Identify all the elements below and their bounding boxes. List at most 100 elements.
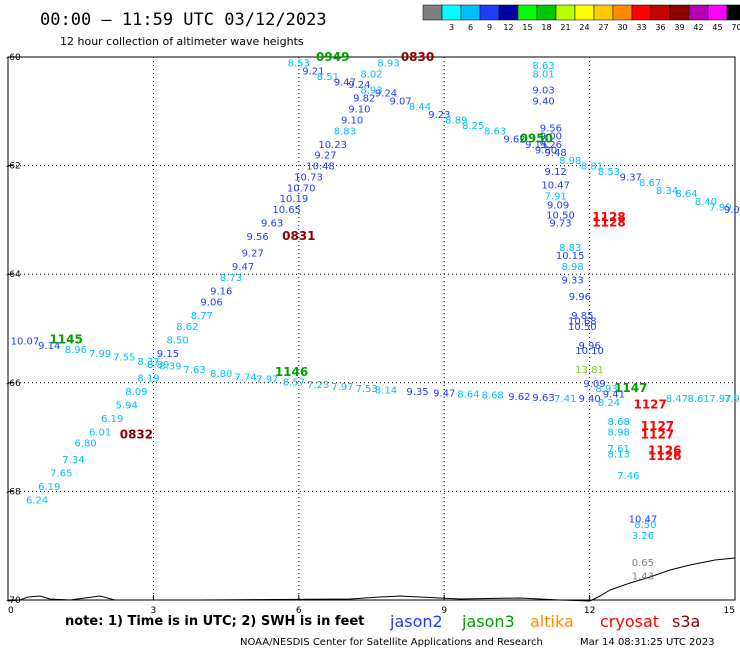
legend-swatch: [479, 4, 500, 21]
wave-height-value: 9.15: [157, 349, 179, 360]
coastline: [7, 557, 736, 602]
wave-height-value: 8.83: [559, 243, 581, 254]
legend-tick-label: 30: [617, 23, 627, 32]
wave-height-value: 7.53: [356, 384, 378, 395]
wave-height-value: 10.73: [294, 172, 323, 183]
wave-height-value: 10.70: [287, 183, 316, 194]
satellite-s3a: s3a: [672, 612, 700, 631]
legend-tick-label: 15: [522, 23, 532, 32]
pass-time-label: 1145: [49, 332, 82, 346]
pass-time-label: 1146: [275, 365, 308, 379]
wave-height-value: 8.89: [147, 360, 169, 371]
wave-height-value: 9.24: [348, 80, 370, 91]
wave-height-value: 6.19: [38, 482, 60, 493]
wave-height-value: 8.80: [210, 369, 232, 380]
wave-height-value: 9.21: [302, 67, 324, 78]
wave-height-value: 10.50: [568, 322, 597, 333]
wave-height-value: 10.50: [546, 210, 575, 221]
wave-height-value: 9.37: [620, 172, 642, 183]
wave-height-value: 7.97: [709, 394, 731, 405]
wave-height-value: 9.63: [532, 393, 554, 404]
wave-height-value: 7.97: [331, 382, 353, 393]
wave-height-value: 9.35: [406, 387, 428, 398]
legend-tick-label: 18: [541, 23, 551, 32]
pass-time-label: 0949: [316, 50, 349, 64]
wave-height-value: 9.10: [341, 115, 363, 126]
wave-height-value: 6.24: [26, 496, 48, 507]
pass-time-label: 1127: [633, 398, 666, 412]
wave-height-value: 8.62: [176, 322, 198, 333]
wave-height-value: 9.27: [242, 248, 264, 259]
wave-height-value: 9.62: [503, 134, 525, 145]
wave-height-value: 8.93: [595, 384, 617, 395]
wave-height-value: 8.44: [409, 102, 431, 113]
wave-height-value: 7.65: [50, 468, 72, 479]
wave-height-value: 7.55: [113, 353, 135, 364]
pass-time-label: 0831: [282, 229, 315, 243]
x-tick-label: 6: [296, 606, 302, 616]
wave-height-value: 10.65: [272, 205, 301, 216]
legend-tick-label: 12: [503, 23, 513, 32]
legend-tick-label: 3: [449, 23, 454, 32]
wave-height-value: 9.80: [535, 145, 557, 156]
wave-height-value: 8.01: [532, 69, 554, 80]
x-tick-label: 12: [584, 606, 595, 616]
wave-height-value: 9.03: [532, 86, 554, 97]
y-tick-label: -66: [6, 379, 21, 389]
footer-credit: NOAA/NESDIS Center for Satellite Applica…: [240, 637, 543, 648]
wave-height-value: 7.97: [256, 374, 278, 385]
wave-height-value: 7.94: [724, 394, 740, 405]
wave-height-value: 3.26: [632, 531, 654, 542]
wave-height-value: 9.10: [348, 105, 370, 116]
wave-height-value: 9.15: [525, 140, 547, 151]
axis-ticks: 0 3 6 9 12 15 -60 -62 -64 -66 -68 -70: [6, 53, 735, 616]
wave-height-value: 8.64: [457, 390, 479, 401]
wave-height-value: 8.81: [581, 162, 603, 173]
wave-height-value: 7.99: [89, 349, 111, 360]
wave-height-value: 8.34: [656, 186, 678, 197]
legend-tick-label: 36: [655, 23, 665, 32]
wave-height-value: 8.98: [562, 262, 584, 273]
wave-height-value: 8.24: [598, 398, 620, 409]
wave-height-value: 9.41: [603, 390, 625, 401]
wave-height-value: 8.13: [608, 449, 630, 460]
footer-timestamp: Mar 14 08:31:25 UTC 2023: [580, 637, 715, 648]
x-tick-label: 0: [8, 606, 14, 616]
legend-swatch: [688, 4, 709, 21]
wave-height-value: 9.00: [540, 132, 562, 143]
wave-height-value: 8.50: [167, 335, 189, 346]
wave-height-value: 8.93: [377, 58, 399, 69]
wave-height-value: 9.09: [547, 201, 569, 212]
wave-height-value: 9.96: [569, 292, 591, 303]
plot-area: 0 3 6 9 12 15-60-62-64-66-68-70 8.539.218.519…: [6, 50, 740, 616]
legend-swatch: [422, 4, 443, 21]
wave-height-value: 9.07: [389, 96, 411, 107]
satellite-legend: jason2 jason3 altika cryosat s3a: [389, 612, 700, 631]
wave-height-value: 8.61: [688, 394, 710, 405]
wave-height-value: 9.14: [38, 341, 60, 352]
wave-height-value: 1.43: [632, 572, 654, 583]
wave-height-value: 9.62: [508, 392, 530, 403]
wave-height-value: 9.56: [246, 232, 268, 243]
wave-height-value: 9.26: [540, 140, 562, 151]
plot-frame: [7, 56, 736, 601]
wave-height-value: 10.10: [575, 346, 604, 357]
wave-height-value: 8.40: [695, 197, 717, 208]
wave-height-value: 9.73: [549, 219, 571, 230]
wave-height-value: 9.47: [334, 77, 356, 88]
wave-height-value: 9.07: [724, 205, 740, 216]
pass-time-label: 1126: [648, 449, 681, 463]
legend-swatch: [669, 4, 690, 21]
wave-height-value: 9.24: [375, 88, 397, 99]
wave-height-value: 8.63: [484, 126, 506, 137]
wave-height-value: 7.46: [617, 471, 639, 482]
wave-height-value: 9.33: [562, 276, 584, 287]
legend-tick-label: 42: [693, 23, 703, 32]
legend-swatch: [631, 4, 652, 21]
wave-height-value: 10.48: [306, 162, 335, 173]
wave-height-value: 8.51: [317, 72, 339, 83]
wave-height-value: 8.93: [360, 86, 382, 97]
wave-height-value: 9.40: [532, 96, 554, 107]
